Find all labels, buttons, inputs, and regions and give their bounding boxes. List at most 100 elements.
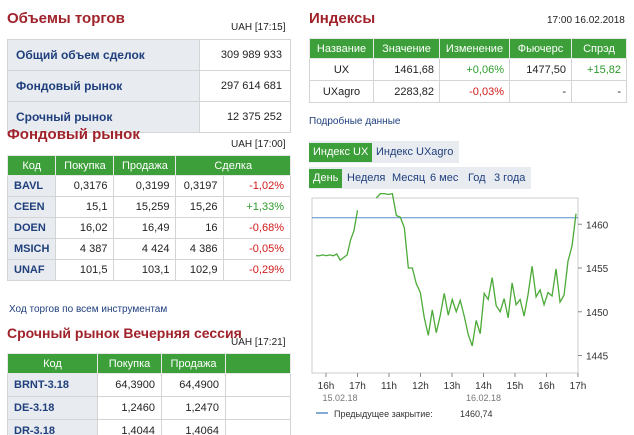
sell-cell: 103,1 [113,259,177,281]
evening-table: Код Покупка Продажа BRNT-3.18 64,3900 64… [7,353,291,435]
stock-title: Фондовый рынок [7,126,140,143]
ticker-link[interactable]: DOEN [6,217,57,239]
tab-index-ux[interactable]: Индекс UX [309,143,373,162]
col-header: Значение [373,38,440,59]
buy-cell: 15,1 [55,196,115,218]
series-line-prev-day [316,210,359,262]
evening-meta: UAH [17:21] [231,337,286,348]
index-name[interactable]: UXagro [309,80,374,103]
ticker-link[interactable]: BAVL [6,175,57,197]
sell-cell: 16,49 [113,217,177,239]
volumes-title: Объемы торгов [7,10,125,27]
empty-cell [225,419,291,435]
table-row: BRNT-3.18 64,3900 64,4900 [7,373,291,397]
details-link[interactable]: Подробные данные [309,116,401,127]
table-row: DOEN 16,02 16,49 16 -0,68% [6,217,291,239]
col-header: Название [309,38,374,59]
stock-meta: UAH [17:00] [231,139,286,150]
volume-value: 309 989 933 [199,39,291,71]
value-cell: 2283,82 [373,80,440,103]
table-row: Срочный рынок 12 375 252 [7,101,291,133]
y-tick-label: 1445 [586,352,609,363]
deal-cell: 16 [175,217,225,239]
deal-cell: 0,3197 [175,175,225,197]
plot-area [311,197,579,374]
volume-label[interactable]: Срочный рынок [7,101,200,133]
indexes-title: Индексы [309,10,376,27]
tab-period-week[interactable]: Неделя [347,172,386,184]
change-cell: +0,06% [439,58,510,81]
ticker-link[interactable]: MSICH [6,238,57,260]
col-header-empty [225,353,291,374]
period-tabs [309,167,531,189]
deal-cell: 15,26 [175,196,225,218]
change-cell: -0,03% [439,80,510,103]
ticker-link[interactable]: UNAF [6,259,57,281]
x-tick-label: 11h [381,381,397,392]
table-header: Название Значение Изменение Фьючерс Спрэ… [309,38,627,59]
y-tick-label: 1450 [586,308,609,319]
ticker-link[interactable]: CEEN [6,196,57,218]
deal-cell: 102,9 [175,259,225,281]
y-tick-label: 1460 [586,220,609,231]
table-row: UX 1461,68 +0,06% 1477,50 +15,82 [309,58,627,81]
tab-period-day[interactable]: День [309,169,343,188]
col-header: Покупка [55,155,115,176]
col-header: Покупка [97,353,162,374]
ticker-link[interactable]: DE-3.18 [7,396,98,420]
table-row: UXagro 2283,82 -0,03% - - [309,80,627,103]
evening-title: Срочный рынок Вечерняя сессия [7,325,242,341]
ticker-link[interactable]: DR-3.18 [7,419,98,435]
table-row: UNAF 101,5 103,1 102,9 -0,29% [6,259,291,281]
tab-period-year[interactable]: Год [468,172,486,184]
col-header: Код [6,155,57,176]
change-cell: -0,29% [223,259,291,281]
table-row: DE-3.18 1,2460 1,2470 [7,396,291,420]
x-tick-label: 16h [318,381,335,392]
sell-cell: 64,4900 [161,373,226,397]
table-row: Фондовый рынок 297 614 681 [7,70,291,102]
sell-cell: 1,4064 [161,419,226,435]
change-cell: -1,02% [223,175,291,197]
value-cell: 1461,68 [373,58,440,81]
futures-cell: 1477,50 [509,58,572,81]
table-row: MSICH 4 387 4 424 4 386 -0,05% [6,238,291,260]
col-header: Продажа [113,155,177,176]
legend-value: 1460,74 [460,409,493,419]
date-label: 15.02.18 [322,393,357,403]
table-row: CEEN 15,1 15,259 15,26 +1,33% [6,196,291,218]
legend-label: Предыдущее закрытие: [334,409,433,419]
tab-period-month[interactable]: Месяц [392,172,426,184]
spread-cell: +15,82 [571,58,627,81]
table-row: DR-3.18 1,4044 1,4064 [7,419,291,435]
ticker-link[interactable]: BRNT-3.18 [7,373,98,397]
x-tick-label: 15h [507,381,524,392]
sell-cell: 0,3199 [113,175,177,197]
buy-cell: 1,4044 [97,419,162,435]
tab-period-6m[interactable]: 6 мес [430,172,459,184]
volume-label[interactable]: Фондовый рынок [7,70,200,102]
x-tick-label: 17h [570,381,587,392]
buy-cell: 4 387 [55,238,115,260]
buy-cell: 0,3176 [55,175,115,197]
tab-index-uxagro[interactable]: Индекс UXagro [376,146,454,158]
volumes-meta: UAH [17:15] [231,22,286,33]
buy-cell: 101,5 [55,259,115,281]
y-tick-label: 1455 [586,264,609,275]
tab-period-3y[interactable]: 3 года [494,172,526,184]
volume-value: 12 375 252 [199,101,291,133]
date-label: 16.02.18 [466,393,501,403]
col-header: Сделка [175,155,291,176]
sell-cell: 4 424 [113,238,177,260]
col-header: Код [7,353,98,374]
volume-label[interactable]: Общий объем сделок [7,39,200,71]
table-row: Общий объем сделок 309 989 933 [7,39,291,71]
col-header: Фьючерс [509,38,572,59]
table-header: Код Покупка Продажа Сделка [6,155,291,176]
change-cell: -0,05% [223,238,291,260]
index-name[interactable]: UX [309,58,374,81]
buy-cell: 1,2460 [97,396,162,420]
x-tick-label: 16h [538,381,555,392]
col-header: Изменение [439,38,510,59]
all-instruments-link[interactable]: Ход торгов по всем инструментам [9,304,168,315]
